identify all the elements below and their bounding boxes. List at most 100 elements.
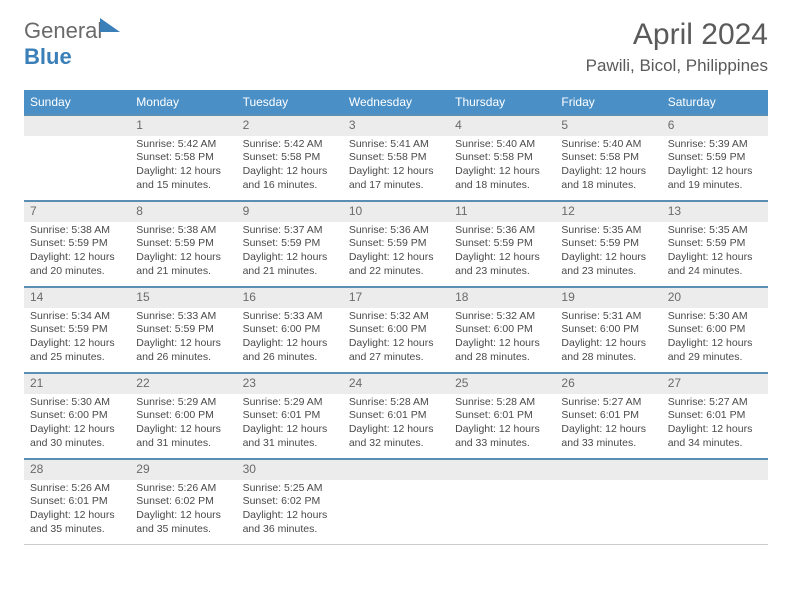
logo: General Blue (24, 18, 120, 70)
sunrise-line: Sunrise: 5:40 AM (455, 138, 549, 152)
calendar-day: 5Sunrise: 5:40 AMSunset: 5:58 PMDaylight… (555, 116, 661, 200)
weekday-header: Sunday (24, 90, 130, 114)
calendar-day: 1Sunrise: 5:42 AMSunset: 5:58 PMDaylight… (130, 116, 236, 200)
calendar-day: 9Sunrise: 5:37 AMSunset: 5:59 PMDaylight… (237, 202, 343, 286)
calendar-day (343, 460, 449, 544)
daylight-line: Daylight: 12 hours and 35 minutes. (136, 509, 230, 536)
calendar-week: 21Sunrise: 5:30 AMSunset: 6:00 PMDayligh… (24, 372, 768, 458)
day-details: Sunrise: 5:37 AMSunset: 5:59 PMDaylight:… (237, 222, 343, 285)
daylight-line: Daylight: 12 hours and 27 minutes. (349, 337, 443, 364)
sunrise-line: Sunrise: 5:32 AM (349, 310, 443, 324)
day-number: 23 (237, 374, 343, 394)
sunrise-line: Sunrise: 5:27 AM (668, 396, 762, 410)
day-number: 4 (449, 116, 555, 136)
day-details: Sunrise: 5:31 AMSunset: 6:00 PMDaylight:… (555, 308, 661, 371)
daylight-line: Daylight: 12 hours and 22 minutes. (349, 251, 443, 278)
day-number: 22 (130, 374, 236, 394)
sunrise-line: Sunrise: 5:26 AM (136, 482, 230, 496)
calendar-day: 3Sunrise: 5:41 AMSunset: 5:58 PMDaylight… (343, 116, 449, 200)
day-number: 8 (130, 202, 236, 222)
sunrise-line: Sunrise: 5:34 AM (30, 310, 124, 324)
sunrise-line: Sunrise: 5:37 AM (243, 224, 337, 238)
weekday-header: Monday (130, 90, 236, 114)
logo-triangle-icon (100, 18, 120, 32)
daylight-line: Daylight: 12 hours and 34 minutes. (668, 423, 762, 450)
sunset-line: Sunset: 5:58 PM (561, 151, 655, 165)
day-details: Sunrise: 5:40 AMSunset: 5:58 PMDaylight:… (555, 136, 661, 199)
sunset-line: Sunset: 6:00 PM (668, 323, 762, 337)
calendar-day: 12Sunrise: 5:35 AMSunset: 5:59 PMDayligh… (555, 202, 661, 286)
day-details: Sunrise: 5:30 AMSunset: 6:00 PMDaylight:… (662, 308, 768, 371)
day-details: Sunrise: 5:35 AMSunset: 5:59 PMDaylight:… (662, 222, 768, 285)
daylight-line: Daylight: 12 hours and 31 minutes. (136, 423, 230, 450)
day-details: Sunrise: 5:27 AMSunset: 6:01 PMDaylight:… (555, 394, 661, 457)
daylight-line: Daylight: 12 hours and 23 minutes. (561, 251, 655, 278)
day-number: 10 (343, 202, 449, 222)
calendar-day: 2Sunrise: 5:42 AMSunset: 5:58 PMDaylight… (237, 116, 343, 200)
daylight-line: Daylight: 12 hours and 15 minutes. (136, 165, 230, 192)
day-details: Sunrise: 5:29 AMSunset: 6:01 PMDaylight:… (237, 394, 343, 457)
sunrise-line: Sunrise: 5:33 AM (136, 310, 230, 324)
day-details: Sunrise: 5:35 AMSunset: 5:59 PMDaylight:… (555, 222, 661, 285)
calendar-day: 14Sunrise: 5:34 AMSunset: 5:59 PMDayligh… (24, 288, 130, 372)
day-number: 26 (555, 374, 661, 394)
sunset-line: Sunset: 5:59 PM (30, 323, 124, 337)
calendar-day: 22Sunrise: 5:29 AMSunset: 6:00 PMDayligh… (130, 374, 236, 458)
sunrise-line: Sunrise: 5:35 AM (668, 224, 762, 238)
sunrise-line: Sunrise: 5:39 AM (668, 138, 762, 152)
calendar-day (662, 460, 768, 544)
day-number: 12 (555, 202, 661, 222)
weekday-header: Friday (555, 90, 661, 114)
day-number: 19 (555, 288, 661, 308)
sunset-line: Sunset: 6:00 PM (243, 323, 337, 337)
weekday-header: Thursday (449, 90, 555, 114)
sunset-line: Sunset: 5:58 PM (243, 151, 337, 165)
sunrise-line: Sunrise: 5:41 AM (349, 138, 443, 152)
daylight-line: Daylight: 12 hours and 18 minutes. (561, 165, 655, 192)
title-block: April 2024 Pawili, Bicol, Philippines (586, 18, 768, 76)
day-number: 25 (449, 374, 555, 394)
sunrise-line: Sunrise: 5:38 AM (30, 224, 124, 238)
sunset-line: Sunset: 5:59 PM (136, 323, 230, 337)
sunset-line: Sunset: 6:02 PM (136, 495, 230, 509)
sunset-line: Sunset: 5:59 PM (136, 237, 230, 251)
sunset-line: Sunset: 6:00 PM (30, 409, 124, 423)
location-text: Pawili, Bicol, Philippines (586, 56, 768, 76)
day-details: Sunrise: 5:25 AMSunset: 6:02 PMDaylight:… (237, 480, 343, 543)
day-details: Sunrise: 5:30 AMSunset: 6:00 PMDaylight:… (24, 394, 130, 457)
sunrise-line: Sunrise: 5:26 AM (30, 482, 124, 496)
day-number: 18 (449, 288, 555, 308)
sunset-line: Sunset: 6:00 PM (561, 323, 655, 337)
sunrise-line: Sunrise: 5:28 AM (349, 396, 443, 410)
calendar-week: 28Sunrise: 5:26 AMSunset: 6:01 PMDayligh… (24, 458, 768, 545)
sunset-line: Sunset: 6:01 PM (349, 409, 443, 423)
calendar-day: 18Sunrise: 5:32 AMSunset: 6:00 PMDayligh… (449, 288, 555, 372)
calendar-day: 21Sunrise: 5:30 AMSunset: 6:00 PMDayligh… (24, 374, 130, 458)
day-number: 11 (449, 202, 555, 222)
day-details: Sunrise: 5:42 AMSunset: 5:58 PMDaylight:… (237, 136, 343, 199)
day-number: 6 (662, 116, 768, 136)
sunrise-line: Sunrise: 5:35 AM (561, 224, 655, 238)
day-details: Sunrise: 5:33 AMSunset: 5:59 PMDaylight:… (130, 308, 236, 371)
daylight-line: Daylight: 12 hours and 19 minutes. (668, 165, 762, 192)
sunset-line: Sunset: 6:00 PM (136, 409, 230, 423)
calendar: SundayMondayTuesdayWednesdayThursdayFrid… (24, 90, 768, 545)
calendar-day: 23Sunrise: 5:29 AMSunset: 6:01 PMDayligh… (237, 374, 343, 458)
sunset-line: Sunset: 6:00 PM (455, 323, 549, 337)
sunset-line: Sunset: 5:58 PM (455, 151, 549, 165)
calendar-day: 15Sunrise: 5:33 AMSunset: 5:59 PMDayligh… (130, 288, 236, 372)
calendar-day: 10Sunrise: 5:36 AMSunset: 5:59 PMDayligh… (343, 202, 449, 286)
sunrise-line: Sunrise: 5:33 AM (243, 310, 337, 324)
day-details: Sunrise: 5:36 AMSunset: 5:59 PMDaylight:… (449, 222, 555, 285)
day-number: 5 (555, 116, 661, 136)
sunset-line: Sunset: 6:01 PM (30, 495, 124, 509)
sunset-line: Sunset: 5:58 PM (136, 151, 230, 165)
calendar-day: 25Sunrise: 5:28 AMSunset: 6:01 PMDayligh… (449, 374, 555, 458)
day-number: 20 (662, 288, 768, 308)
daylight-line: Daylight: 12 hours and 33 minutes. (561, 423, 655, 450)
sunset-line: Sunset: 6:02 PM (243, 495, 337, 509)
sunset-line: Sunset: 5:59 PM (455, 237, 549, 251)
daylight-line: Daylight: 12 hours and 29 minutes. (668, 337, 762, 364)
sunrise-line: Sunrise: 5:36 AM (349, 224, 443, 238)
sunrise-line: Sunrise: 5:30 AM (30, 396, 124, 410)
